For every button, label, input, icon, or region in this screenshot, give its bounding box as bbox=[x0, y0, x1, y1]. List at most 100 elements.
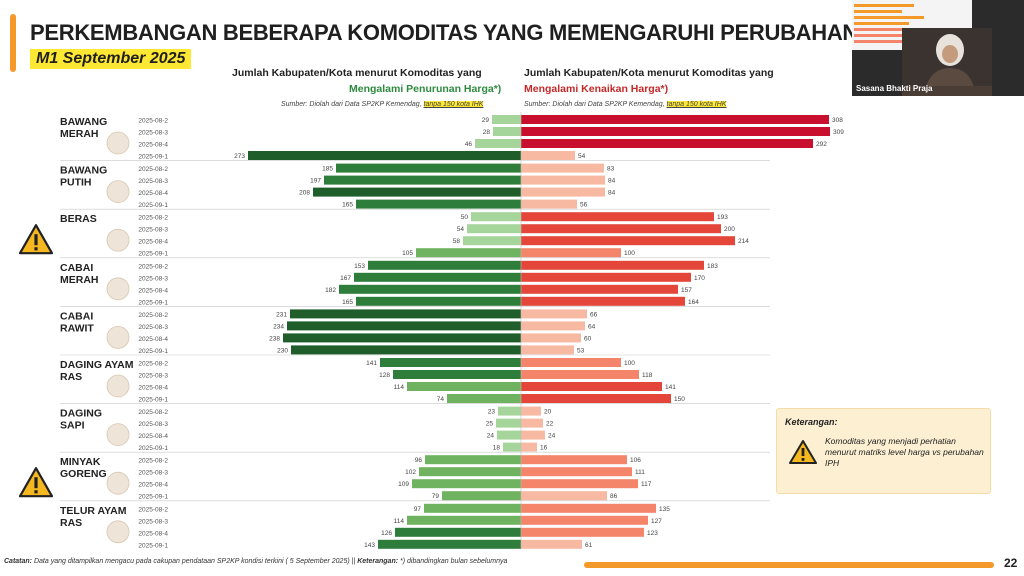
bar-up bbox=[521, 382, 662, 391]
period-label: 2025-08-4 bbox=[138, 239, 168, 246]
value-label-down: 153 bbox=[354, 263, 365, 270]
bar-down bbox=[493, 127, 521, 136]
bar-up bbox=[521, 467, 632, 477]
bar-down bbox=[248, 151, 521, 160]
period-label: 2025-08-2 bbox=[138, 166, 168, 173]
bar-down bbox=[467, 224, 521, 234]
value-label-up: 106 bbox=[630, 457, 641, 464]
video-thumbnail[interactable]: Sasana Bhakti Praja bbox=[852, 0, 1024, 96]
commodity-label: SAPI bbox=[60, 420, 85, 432]
bar-up bbox=[521, 272, 691, 282]
bar-up bbox=[521, 406, 541, 416]
warning-icon bbox=[789, 440, 817, 464]
bar-up bbox=[521, 539, 582, 549]
value-label-up: 53 bbox=[577, 347, 585, 354]
legend-text: Komoditas yang menjadi perhatian menurut… bbox=[825, 436, 984, 468]
period-label: 2025-08-2 bbox=[138, 458, 168, 465]
period-label: 2025-08-4 bbox=[138, 190, 168, 197]
bar-up bbox=[521, 212, 714, 222]
egg-icon bbox=[106, 520, 130, 544]
bar-down bbox=[416, 248, 521, 258]
period-label: 2025-08-3 bbox=[138, 421, 168, 428]
bar-down bbox=[424, 503, 521, 513]
value-label-down: 126 bbox=[381, 530, 392, 537]
value-label-up: 86 bbox=[610, 493, 618, 500]
bar-down bbox=[497, 430, 521, 440]
value-label-down: 24 bbox=[487, 433, 495, 440]
left-header-line2-wrap: Mengalami Penurunan Harga*) bbox=[232, 83, 501, 95]
bar-up bbox=[521, 358, 621, 367]
left-header: Jumlah Kabupaten/Kota menurut Komoditas … bbox=[232, 67, 501, 95]
bar-down bbox=[463, 236, 521, 246]
value-label-up: 54 bbox=[578, 153, 586, 160]
value-label-down: 29 bbox=[482, 117, 490, 124]
value-label-down: 74 bbox=[437, 396, 445, 403]
value-label-down: 46 bbox=[465, 141, 473, 148]
value-label-up: 83 bbox=[607, 166, 615, 173]
period-label: 2025-08-4 bbox=[138, 385, 168, 392]
value-label-down: 167 bbox=[340, 275, 351, 282]
period-label: 2025-08-3 bbox=[138, 275, 168, 282]
value-label-down: 197 bbox=[310, 178, 321, 185]
commodity-label: MERAH bbox=[60, 274, 99, 286]
bar-up bbox=[521, 479, 638, 489]
bar-up bbox=[521, 309, 587, 319]
value-label-up: 214 bbox=[738, 238, 749, 245]
bar-up bbox=[521, 455, 627, 465]
speaker-figure bbox=[902, 28, 992, 96]
period-label: 2025-08-3 bbox=[138, 130, 168, 137]
bar-up bbox=[521, 370, 639, 379]
value-label-up: 117 bbox=[641, 481, 652, 488]
bar-up bbox=[521, 260, 704, 270]
bar-up bbox=[521, 224, 721, 234]
value-label-up: 24 bbox=[548, 433, 556, 440]
period-label: 2025-08-4 bbox=[138, 433, 168, 440]
value-label-down: 234 bbox=[273, 323, 284, 330]
value-label-up: 170 bbox=[694, 275, 705, 282]
value-label-down: 18 bbox=[493, 445, 501, 452]
value-label-down: 273 bbox=[234, 153, 245, 160]
left-header-line1: Jumlah Kabupaten/Kota menurut Komoditas … bbox=[232, 67, 482, 79]
commodity-label: RAS bbox=[60, 517, 82, 529]
bar-up bbox=[521, 127, 830, 136]
commodity-label: RAS bbox=[60, 371, 82, 383]
period-label: 2025-08-3 bbox=[138, 227, 168, 234]
commodity-label: CABAI bbox=[60, 310, 93, 322]
commodity-label: CABAI bbox=[60, 262, 93, 274]
period-label: 2025-09-1 bbox=[138, 154, 168, 161]
value-label-up: 164 bbox=[688, 299, 699, 306]
bar-down bbox=[356, 296, 521, 306]
commodity-label: DAGING bbox=[60, 408, 102, 420]
period-label: 2025-08-4 bbox=[138, 142, 168, 149]
value-label-down: 25 bbox=[486, 421, 494, 428]
value-label-down: 79 bbox=[432, 493, 440, 500]
commodity-label: BERAS bbox=[60, 213, 97, 225]
bar-down bbox=[339, 284, 521, 294]
bar-down bbox=[393, 370, 521, 379]
right-header-line1: Jumlah Kabupaten/Kota menurut Komoditas … bbox=[524, 67, 774, 79]
period-label: 2025-09-1 bbox=[138, 251, 168, 258]
value-label-down: 97 bbox=[414, 506, 422, 513]
period-label: 2025-08-3 bbox=[138, 470, 168, 477]
value-label-down: 165 bbox=[342, 299, 353, 306]
value-label-up: 100 bbox=[624, 250, 635, 257]
period-label: 2025-08-4 bbox=[138, 482, 168, 489]
period-label: 2025-08-2 bbox=[138, 312, 168, 319]
bar-down bbox=[475, 139, 521, 148]
value-label-down: 230 bbox=[277, 347, 288, 354]
bar-down bbox=[407, 515, 521, 525]
bar-down bbox=[368, 260, 521, 270]
bar-down bbox=[287, 321, 521, 331]
value-label-up: 157 bbox=[681, 287, 692, 294]
footer-catatan-label: Catatan: bbox=[4, 558, 33, 565]
bar-down bbox=[442, 491, 521, 501]
value-label-down: 143 bbox=[364, 542, 375, 549]
period-label: 2025-09-1 bbox=[138, 445, 168, 452]
period-label: 2025-08-3 bbox=[138, 518, 168, 525]
bird-chili-icon bbox=[106, 325, 130, 349]
bar-down bbox=[471, 212, 521, 222]
rice-icon bbox=[106, 228, 130, 252]
warning-icon-dot bbox=[34, 490, 38, 494]
value-label-up: 193 bbox=[717, 214, 728, 221]
bar-down bbox=[336, 163, 521, 173]
